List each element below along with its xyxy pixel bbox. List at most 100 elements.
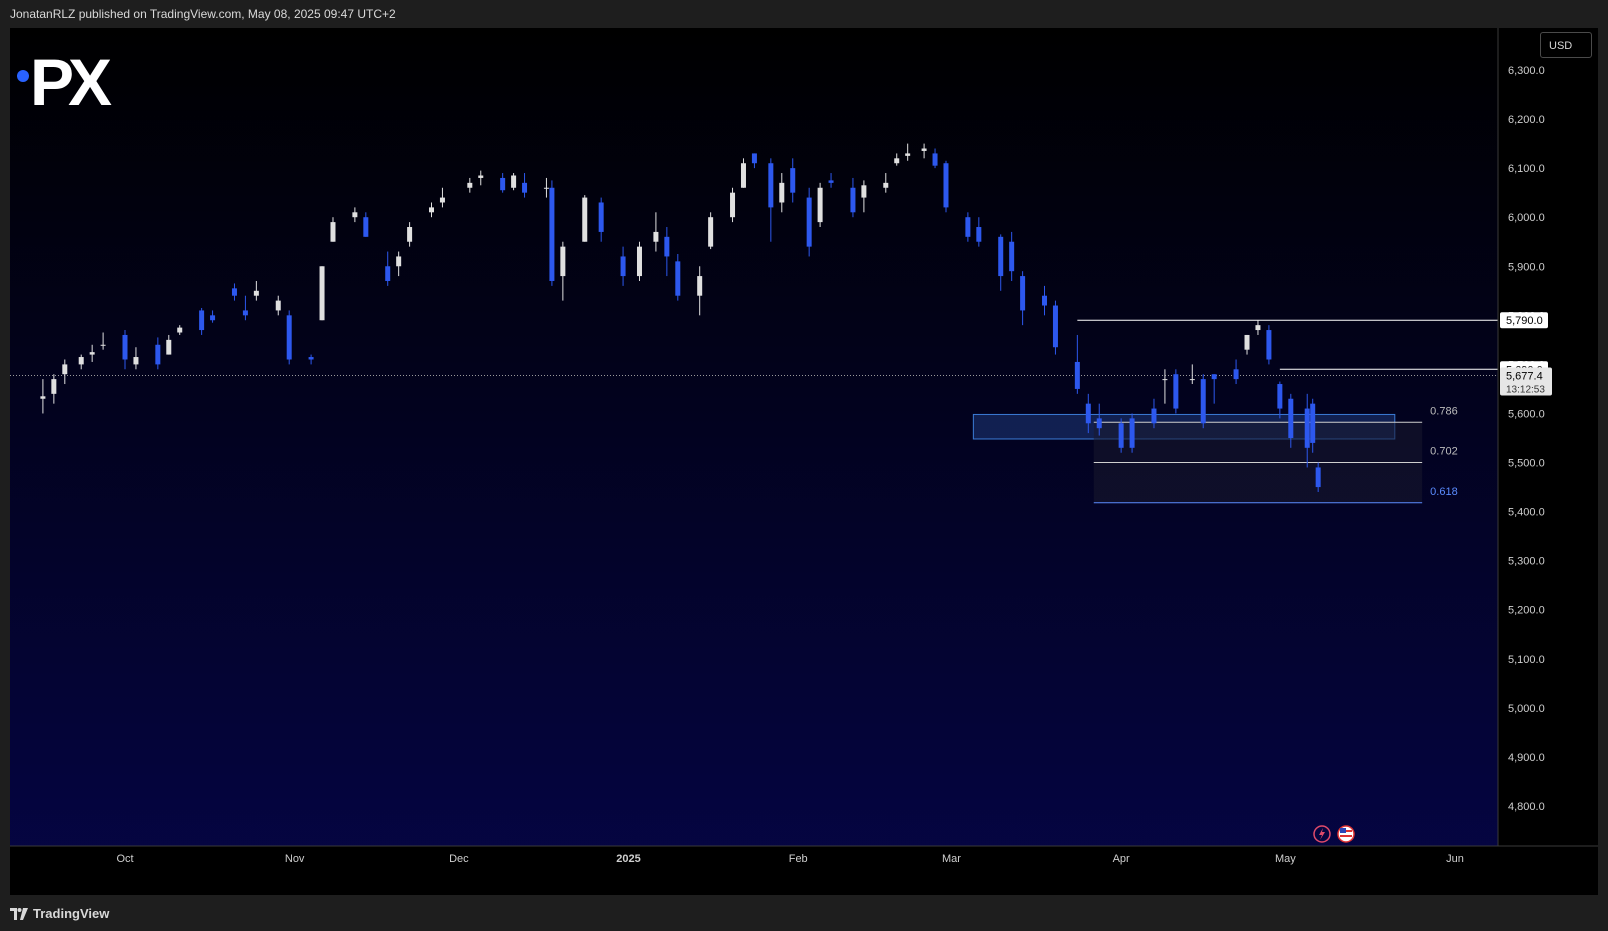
price-chart[interactable]: 0.786 0.702 0.618 6,300.0 6,200.0 6,100.0 6,0… xyxy=(10,28,1598,895)
flash-icon-bolt xyxy=(1319,828,1325,840)
candle-body xyxy=(1118,423,1124,448)
candle-body xyxy=(1244,334,1250,350)
fib-level-label: 0.702 xyxy=(1430,446,1458,458)
candle-body xyxy=(396,256,402,267)
candle-body xyxy=(478,175,484,178)
candle-body xyxy=(965,217,971,237)
logo-dot xyxy=(17,70,29,82)
price-tick-label: 6,100.0 xyxy=(1508,163,1545,175)
candle-body xyxy=(976,227,982,242)
candle-body xyxy=(1288,398,1294,438)
candle-body xyxy=(1085,403,1091,424)
tradingview-brand: TradingView xyxy=(33,906,110,921)
candle-body xyxy=(1052,305,1058,348)
candle-body xyxy=(1189,379,1195,381)
candle-body xyxy=(231,288,237,296)
candle-body xyxy=(582,197,588,242)
candle-body xyxy=(598,202,604,232)
candle-body xyxy=(560,246,566,277)
event-icons[interactable] xyxy=(1313,825,1355,843)
candle-body xyxy=(1304,408,1310,448)
price-tick-label: 5,100.0 xyxy=(1508,654,1545,666)
candle-body xyxy=(894,158,900,164)
candle-body xyxy=(78,357,84,365)
candle-body xyxy=(861,185,867,198)
price-tick-label: 4,800.0 xyxy=(1508,801,1545,813)
candle-body xyxy=(62,364,68,375)
candle-body xyxy=(697,276,703,296)
candle-body xyxy=(1277,384,1283,409)
time-axis-panel xyxy=(10,846,1598,895)
candle-body xyxy=(1255,325,1261,331)
price-tick-label: 6,300.0 xyxy=(1508,65,1545,77)
candle-body xyxy=(275,300,281,311)
flash-icon[interactable] xyxy=(1313,825,1331,843)
time-tick-label: May xyxy=(1275,853,1296,865)
candle-body xyxy=(1310,403,1316,443)
price-tick-label: 5,900.0 xyxy=(1508,261,1545,273)
time-tick-label: Feb xyxy=(789,853,808,865)
candle-body xyxy=(500,177,506,191)
candle-body xyxy=(1009,241,1015,272)
candle-body xyxy=(89,352,95,355)
price-tick-label: 6,000.0 xyxy=(1508,212,1545,224)
price-tick-label: 5,000.0 xyxy=(1508,703,1545,715)
candle-body xyxy=(779,182,785,203)
time-tick-label: Oct xyxy=(116,853,133,865)
candle-body xyxy=(1151,408,1157,424)
candle-body xyxy=(100,344,106,346)
candle-body xyxy=(1074,361,1080,389)
price-tick-label: 5,200.0 xyxy=(1508,605,1545,617)
candle-body xyxy=(1266,330,1272,360)
time-tick-label: 2025 xyxy=(616,853,640,865)
candle-body xyxy=(817,187,823,223)
price-tick-label: 5,400.0 xyxy=(1508,507,1545,519)
candle-body xyxy=(199,310,205,331)
price-tick-label: 4,900.0 xyxy=(1508,752,1545,764)
bar-countdown-label: 13:12:53 xyxy=(1506,384,1545,395)
price-tick-label: 6,200.0 xyxy=(1508,114,1545,126)
candle-body xyxy=(1211,374,1217,380)
candle-body xyxy=(511,175,517,188)
fib-level-label: 0.618 xyxy=(1430,486,1458,498)
price-tick-label: 5,500.0 xyxy=(1508,458,1545,470)
time-tick-label: Apr xyxy=(1113,853,1130,865)
time-tick-label: Nov xyxy=(285,853,305,865)
candle-body xyxy=(253,290,259,296)
candle-body xyxy=(1096,418,1102,429)
candle-body xyxy=(549,187,555,281)
candle-body xyxy=(330,222,336,242)
candle-body xyxy=(155,344,161,365)
price-tag xyxy=(1500,312,1548,329)
time-tick-label: Jun xyxy=(1446,853,1464,865)
candle-body xyxy=(385,266,391,281)
px-logo: PX xyxy=(17,45,118,119)
candle-body xyxy=(407,227,413,242)
tradingview-logo[interactable]: TradingView xyxy=(10,906,109,921)
candle-body xyxy=(905,153,911,156)
candle-body xyxy=(522,182,528,193)
current-price-tag xyxy=(1500,367,1552,396)
candle-body xyxy=(1315,467,1321,488)
candle-body xyxy=(883,182,889,188)
candle-body xyxy=(210,315,216,321)
candle-body xyxy=(708,217,714,247)
candle-body xyxy=(40,396,46,399)
candle-body xyxy=(1020,276,1026,311)
candle-body xyxy=(943,163,949,208)
currency-selector[interactable]: USD xyxy=(1540,32,1592,58)
candle-body xyxy=(636,246,642,277)
price-tag-label: 5,790.0 xyxy=(1506,315,1543,327)
candle-body xyxy=(51,379,57,394)
candle-body xyxy=(363,217,369,237)
time-tick-label: Dec xyxy=(449,853,469,865)
candle-body xyxy=(352,212,358,218)
logo-text: PX xyxy=(30,45,112,119)
published-text: JonatanRLZ published on TradingView.com,… xyxy=(10,7,396,21)
candle-body xyxy=(1129,418,1135,448)
candle-body xyxy=(286,315,292,360)
publish-bar: JonatanRLZ published on TradingView.com,… xyxy=(0,0,1608,28)
tradingview-icon xyxy=(10,907,28,920)
candle-body xyxy=(998,236,1004,277)
candle-body xyxy=(429,207,435,213)
